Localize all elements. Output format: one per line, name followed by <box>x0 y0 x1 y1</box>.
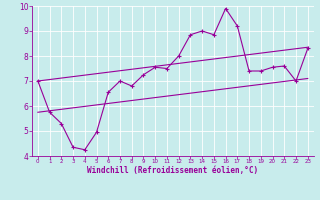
X-axis label: Windchill (Refroidissement éolien,°C): Windchill (Refroidissement éolien,°C) <box>87 166 258 175</box>
